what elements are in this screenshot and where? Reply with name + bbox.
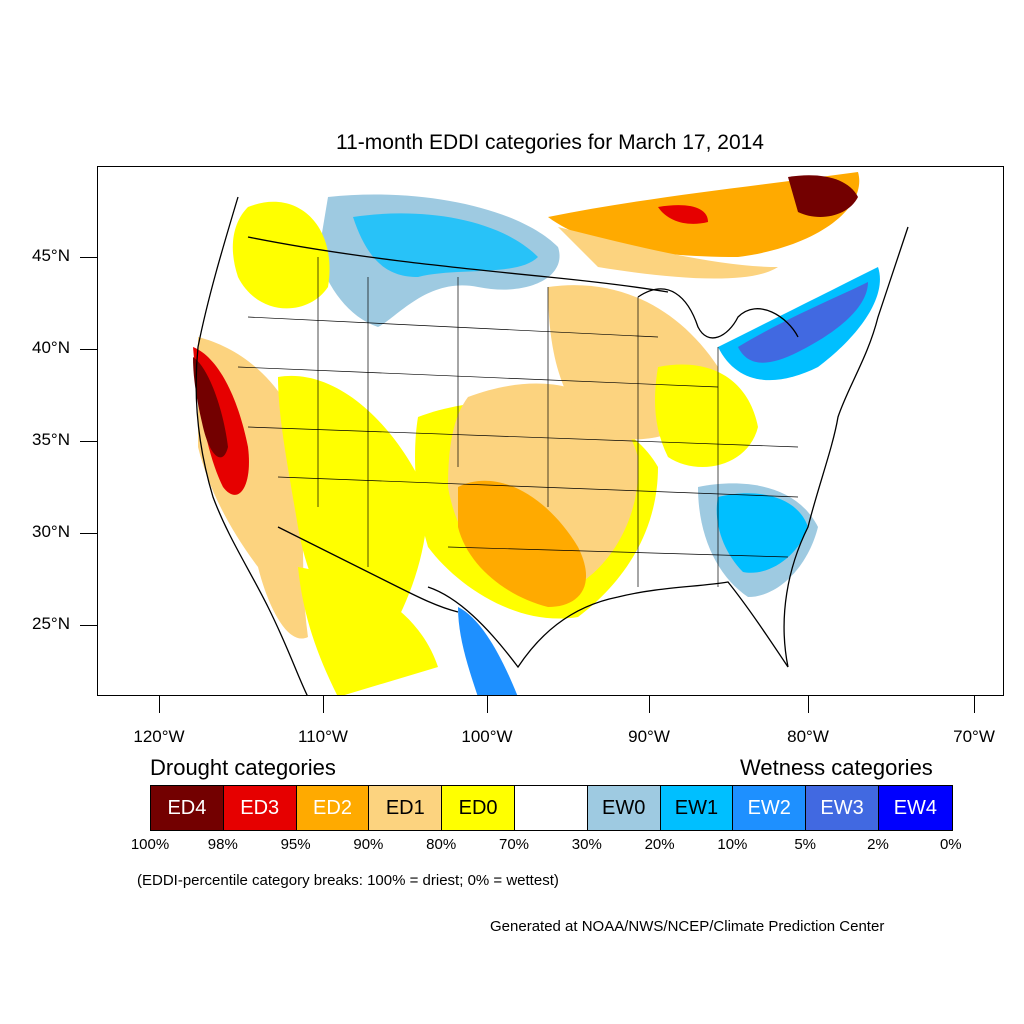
percentile-label: 20%: [644, 836, 675, 853]
percentile-label: 5%: [794, 836, 817, 853]
mexico-border: [277, 526, 459, 613]
state-boundaries: [237, 257, 799, 587]
region-ed1-canada: [558, 227, 778, 279]
region-ed3-canada: [658, 205, 708, 224]
west-coastline: [195, 196, 308, 695]
legend-cell-ed0: ED0: [442, 786, 515, 830]
legend-cell-ed1: ED1: [369, 786, 443, 830]
legend-colorbar: ED4 ED3 ED2 ED1 ED0 EW0 EW1 EW2 EW3 EW4: [150, 785, 953, 831]
lat-tick-35: [80, 441, 97, 443]
state-line-7: [247, 316, 659, 338]
lon-tick-90w: [649, 696, 651, 713]
region-ed0-mexico: [298, 567, 438, 695]
percentile-label: 0%: [939, 836, 962, 853]
lon-tick-100w: [487, 696, 489, 713]
gulf-coastline: [427, 581, 789, 669]
legend-cell-ew2: EW2: [733, 786, 807, 830]
legend-cell-normal: [514, 786, 588, 830]
category-regions: [193, 172, 880, 695]
map-canvas: [193, 172, 909, 695]
region-ed0-southwest: [278, 375, 428, 667]
state-line-9: [247, 426, 799, 448]
credit-text: Generated at NOAA/NWS/NCEP/Climate Predi…: [490, 918, 885, 935]
lat-tick-30: [80, 533, 97, 535]
region-ew1-southeast: [716, 493, 808, 573]
east-coastline: [783, 226, 909, 668]
eddi-map: [97, 166, 1004, 696]
lon-tick-110w: [323, 696, 325, 713]
lon-tick-80w: [808, 696, 810, 713]
percentile-label: 80%: [426, 836, 457, 853]
wetness-heading: Wetness categories: [740, 755, 933, 780]
lon-label-100w: 100°W: [461, 727, 513, 746]
lon-tick-120w: [159, 696, 161, 713]
percentile-label: 10%: [717, 836, 748, 853]
lat-label-45: 45°N: [32, 246, 70, 265]
percentile-label: 70%: [498, 836, 530, 853]
lon-label-110w: 110°W: [298, 727, 348, 746]
legend-cell-ed2: ED2: [296, 786, 370, 830]
lat-label-30: 30°N: [32, 522, 70, 541]
percentile-label: 95%: [280, 836, 311, 853]
state-line-8: [237, 366, 719, 388]
lat-label-35: 35°N: [32, 430, 70, 449]
lat-tick-45: [80, 257, 97, 259]
lon-label-120w: 120°W: [133, 727, 185, 746]
legend-cell-ew0: EW0: [587, 786, 661, 830]
legend-note: (EDDI-percentile category breaks: 100% =…: [137, 872, 559, 889]
state-line-11: [447, 546, 789, 558]
region-ed0-northwest: [232, 201, 330, 309]
lat-label-40: 40°N: [32, 338, 70, 357]
drought-heading: Drought categories: [150, 755, 336, 780]
region-ew3-northeast: [738, 282, 868, 363]
percentile-label: 30%: [571, 836, 602, 853]
lon-label-90w: 90°W: [628, 727, 670, 746]
lon-label-70w: 70°W: [953, 727, 995, 746]
lat-tick-25: [80, 625, 97, 627]
legend-cell-ed3: ED3: [223, 786, 297, 830]
percentile-label: 100%: [130, 836, 170, 853]
lon-label-80w: 80°W: [787, 727, 829, 746]
region-ed2-texas: [458, 480, 587, 607]
region-ed4-california: [193, 357, 228, 458]
region-ed0-ohio: [655, 364, 758, 467]
legend-cell-ew4: EW4: [878, 786, 952, 830]
region-ew2-texas-coast: [458, 607, 518, 695]
state-line-10: [277, 476, 799, 498]
coastlines: [195, 196, 909, 695]
percentile-label: 98%: [207, 836, 238, 853]
legend-cell-ew3: EW3: [806, 786, 879, 830]
percentile-label: 2%: [867, 836, 889, 853]
lat-tick-40: [80, 349, 97, 351]
region-ed4-canada: [788, 175, 858, 217]
map-title: 11-month EDDI categories for March 17, 2…: [336, 131, 764, 154]
lat-label-25: 25°N: [32, 614, 70, 633]
legend-cell-ed4: ED4: [151, 786, 224, 830]
canada-border: [247, 236, 669, 293]
lon-tick-70w: [974, 696, 976, 713]
legend-cell-ew1: EW1: [660, 786, 734, 830]
percentile-label: 90%: [353, 836, 384, 853]
great-lakes: [637, 288, 799, 339]
